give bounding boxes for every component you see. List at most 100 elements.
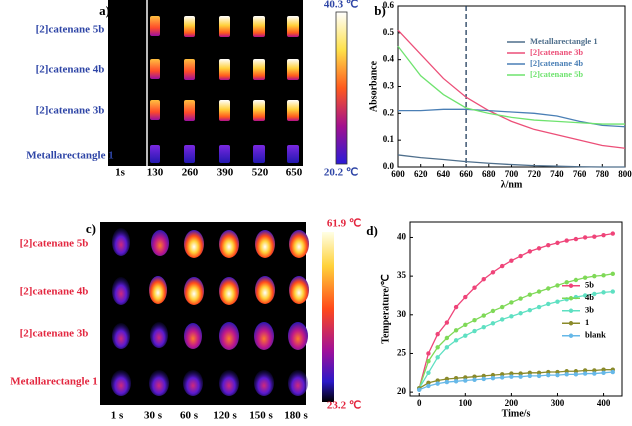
data-point [546, 286, 551, 291]
column-label: 150 s [249, 410, 273, 422]
data-point [444, 345, 450, 350]
data-point [499, 304, 505, 310]
data-point [592, 371, 597, 376]
data-point [582, 235, 588, 240]
row-label: [2]catenane 3b [20, 328, 89, 340]
x-tick-label: 720 [527, 169, 541, 179]
thermal-image [108, 0, 303, 166]
y-tick-label: 0.4 [383, 54, 395, 64]
data-point [546, 372, 551, 378]
data-point [463, 294, 468, 300]
data-point [453, 379, 459, 384]
data-point [518, 374, 523, 379]
data-point [592, 291, 597, 297]
data-point [573, 372, 579, 377]
data-point [555, 369, 560, 375]
data-point [601, 370, 606, 375]
data-point [499, 317, 505, 322]
data-point [555, 240, 560, 246]
column-label: 120 s [213, 410, 237, 422]
data-point [472, 328, 477, 334]
y-tick-label: 30 [397, 309, 407, 319]
scale-min: 20.2 ℃ [324, 167, 358, 179]
data-point [610, 289, 615, 294]
data-point [435, 378, 440, 383]
column-label: 180 s [284, 410, 308, 422]
data-point [499, 375, 505, 380]
y-tick-label: 25 [397, 348, 407, 358]
y-tick-label: 0.3 [383, 81, 395, 91]
data-point [490, 308, 496, 314]
panel-label: d) [366, 223, 378, 238]
x-tick-label: 780 [596, 169, 610, 179]
data-point [463, 375, 468, 380]
data-point [499, 372, 505, 377]
y-tick-label: 20 [397, 386, 407, 396]
data-point [472, 377, 477, 382]
legend-label: [2]catenane 5b [530, 69, 583, 79]
data-point [472, 318, 477, 323]
legend-marker [568, 333, 574, 338]
data-point [435, 355, 440, 360]
data-point [481, 277, 486, 282]
y-tick-label: 0.2 [383, 107, 395, 117]
data-point [481, 313, 486, 318]
data-point [490, 376, 496, 381]
data-point [546, 243, 551, 248]
data-point [573, 277, 579, 283]
column-label: 650 [286, 167, 303, 179]
column-label: 30 s [144, 410, 163, 422]
data-point [518, 371, 523, 376]
legend-marker [568, 321, 574, 326]
column-label: 1 s [111, 410, 124, 422]
column-label: 520 [252, 167, 269, 179]
x-tick-label: 0 [417, 398, 422, 408]
row-label: [2]catenane 4b [36, 64, 105, 76]
data-point [555, 372, 560, 378]
data-point [592, 234, 597, 239]
y-axis-label: Temperature/℃ [380, 274, 391, 344]
x-tick-label: 680 [482, 169, 496, 179]
legend-label: 3b [585, 305, 594, 315]
scale-max: 61.9 ℃ [327, 218, 361, 230]
row-label: Metallarectangle 1 [26, 150, 113, 162]
series-line [397, 29, 626, 149]
thermal-spots [111, 228, 309, 396]
y-tick-label: 0.6 [383, 0, 395, 10]
color-scale [335, 11, 348, 165]
column-label: 130 [147, 167, 164, 179]
data-point [582, 275, 588, 280]
data-point [601, 273, 606, 278]
panel-label: c) [86, 221, 96, 236]
data-point [601, 232, 606, 238]
x-axis-label: Time/s [502, 408, 531, 419]
legend-label: [2]catenane 4b [530, 58, 583, 68]
data-point [546, 369, 551, 375]
legend-marker [568, 308, 574, 313]
x-tick-label: 400 [597, 398, 611, 408]
legend-label: 5b [585, 280, 594, 290]
data-point [509, 371, 514, 376]
legend-label: blank [585, 330, 606, 340]
data-point [426, 370, 431, 375]
data-point [536, 373, 542, 379]
x-tick-label: 660 [459, 169, 473, 179]
data-point [481, 373, 486, 379]
data-point [536, 246, 542, 251]
data-point [426, 383, 431, 389]
data-point [481, 376, 486, 382]
y-tick-label: 0.0 [383, 161, 395, 171]
x-axis-label: λ/nm [501, 179, 523, 190]
data-point [555, 283, 560, 288]
y-axis-label: Absorbance [368, 60, 379, 112]
series-line [397, 45, 625, 125]
series-line [418, 232, 613, 389]
series-line [398, 108, 626, 128]
data-point [426, 359, 431, 364]
data-point [463, 378, 468, 383]
data-point [527, 292, 533, 297]
legend-label: 4b [585, 292, 594, 302]
data-point [573, 236, 579, 242]
data-point [527, 249, 533, 254]
